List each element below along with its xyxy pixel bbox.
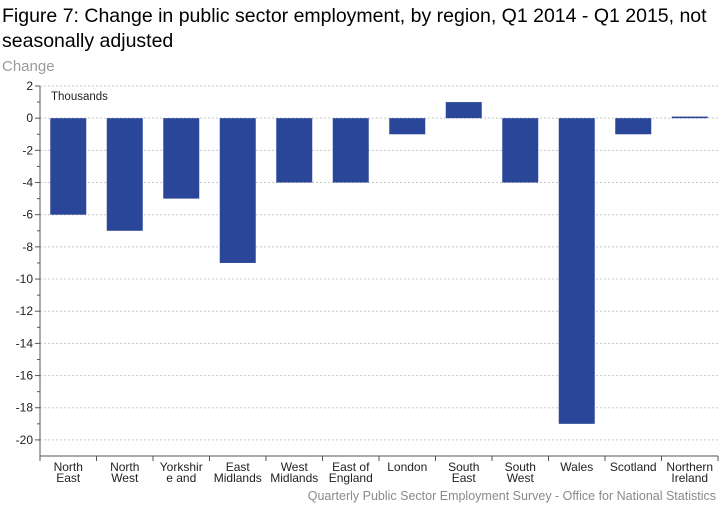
x-tick-label: Wales	[560, 460, 593, 474]
y-tick-label: -10	[16, 272, 34, 286]
x-tick-label: East	[56, 471, 81, 485]
x-tick-label: East	[452, 471, 477, 485]
bar-7	[445, 102, 482, 119]
bar-9	[558, 118, 595, 424]
bars	[50, 102, 708, 424]
x-tick-label: East of	[332, 460, 370, 474]
bar-2	[163, 118, 200, 199]
y-tick-label: -2	[22, 143, 33, 157]
x-tick-label: e and	[166, 471, 196, 485]
y-tick-label: -18	[16, 401, 34, 415]
x-tick-label: North	[110, 460, 139, 474]
bar-10	[615, 118, 652, 135]
x-tick-label: West	[281, 460, 309, 474]
x-tick-label: Ireland	[671, 471, 708, 485]
bar-8	[502, 118, 539, 183]
source-note: Quarterly Public Sector Employment Surve…	[307, 489, 716, 503]
bar-6	[389, 118, 426, 135]
bar-0	[50, 118, 87, 215]
y-tick-label: -8	[22, 240, 33, 254]
gridlines	[40, 85, 718, 441]
y-tick-label: -16	[16, 369, 34, 383]
x-tick-label: Midlands	[214, 471, 262, 485]
x-tick-label: Northern	[666, 460, 713, 474]
y-tick-label: -4	[22, 176, 33, 190]
bar-1	[106, 118, 143, 231]
bar-11	[671, 116, 708, 119]
bar-4	[276, 118, 313, 183]
y-tick-label: -12	[16, 304, 34, 318]
y-axis: 2 0 -2 -4 -6 -8 -10 -12 -14 -16 -18 -20	[16, 79, 41, 456]
y-axis-unit-label: Thousands	[51, 91, 108, 103]
x-tick-label: South	[505, 460, 536, 474]
x-tick-label: West	[507, 471, 535, 485]
y-tick-label: -6	[22, 208, 33, 222]
y-tick-label: 2	[26, 79, 33, 93]
x-tick-label: London	[387, 460, 427, 474]
y-tick-label: -14	[16, 336, 34, 350]
x-tick-label: East	[226, 460, 251, 474]
chart-title: Figure 7: Change in public sector employ…	[2, 5, 707, 52]
chart-subtitle: Change	[2, 58, 55, 75]
bar-3	[219, 118, 256, 263]
x-tick-label: South	[448, 460, 479, 474]
x-tick-label: Yorkshir	[160, 460, 203, 474]
x-tick-label: Scotland	[610, 460, 657, 474]
x-tick-label: North	[54, 460, 83, 474]
x-tick-label: West	[111, 471, 139, 485]
bar-5	[332, 118, 369, 183]
x-tick-label: Midlands	[270, 471, 318, 485]
y-tick-label: -20	[16, 433, 34, 447]
x-tick-label: England	[329, 471, 373, 485]
y-tick-label: 0	[26, 111, 33, 125]
